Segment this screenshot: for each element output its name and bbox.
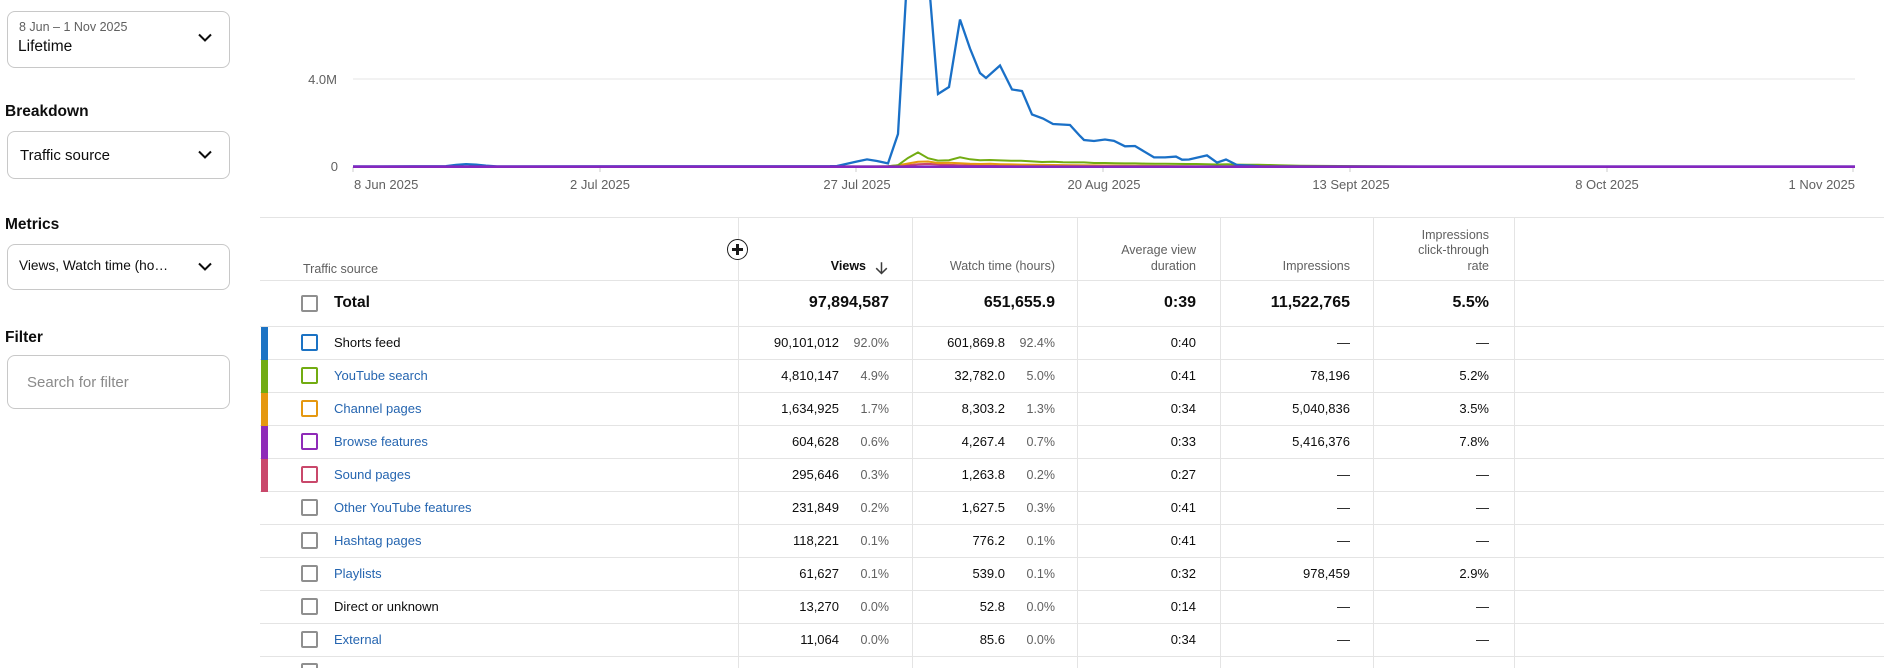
svg-text:4.0M: 4.0M [308,72,337,87]
svg-text:20 Aug 2025: 20 Aug 2025 [1067,177,1140,192]
svg-text:13 Sept 2025: 13 Sept 2025 [1312,177,1389,192]
svg-text:8 Oct 2025: 8 Oct 2025 [1575,177,1639,192]
svg-text:1 Nov 2025: 1 Nov 2025 [1789,177,1856,192]
svg-text:2 Jul 2025: 2 Jul 2025 [570,177,630,192]
svg-text:0: 0 [331,159,338,174]
svg-text:27 Jul 2025: 27 Jul 2025 [823,177,890,192]
svg-text:8 Jun 2025: 8 Jun 2025 [354,177,418,192]
